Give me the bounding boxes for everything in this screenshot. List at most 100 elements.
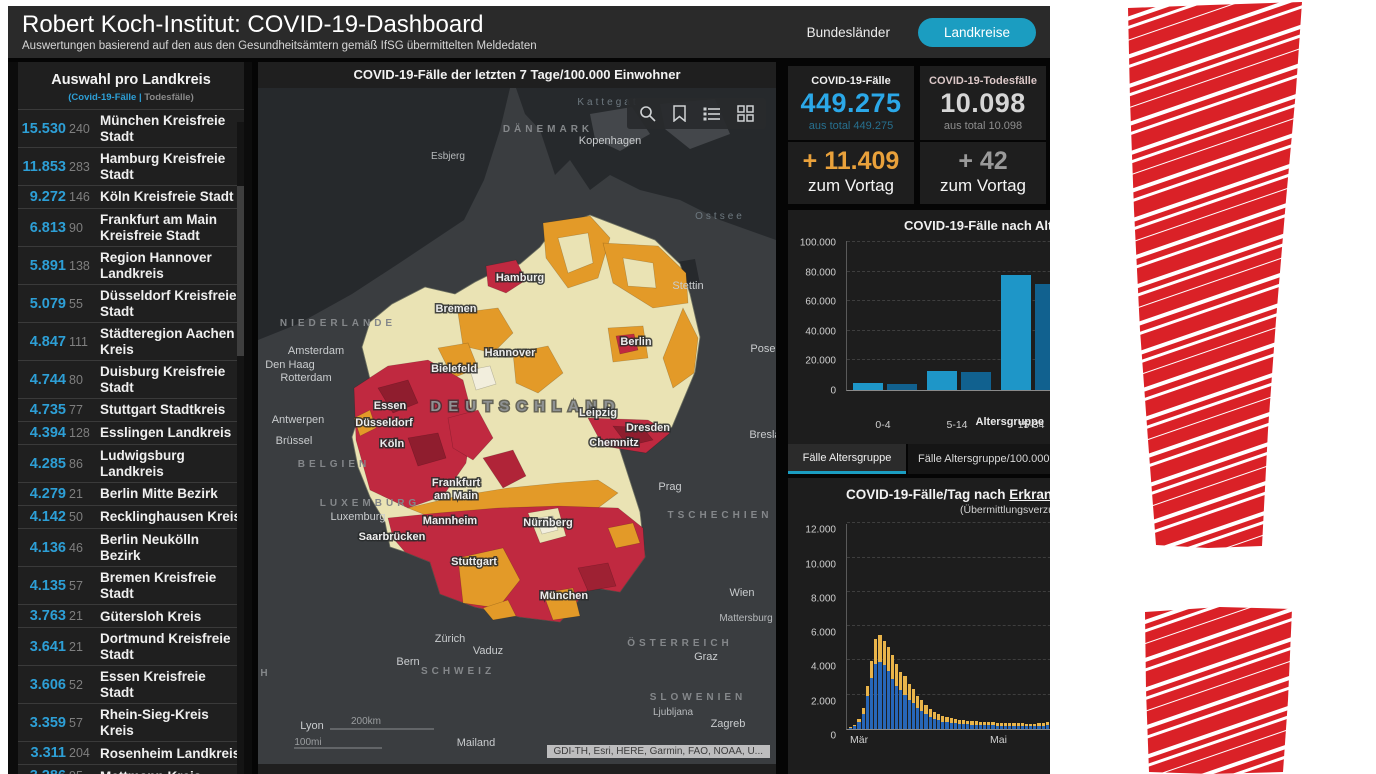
landkreis-row[interactable]: 5.079 55 Düsseldorf Kreisfreie Stadt xyxy=(18,284,244,322)
daily-bar[interactable] xyxy=(869,661,874,729)
daily-bar[interactable] xyxy=(932,711,936,729)
age-bar-0-4-light_blue[interactable] xyxy=(853,382,883,390)
map-toolbar xyxy=(627,98,766,129)
row-deaths: 21 xyxy=(69,609,83,624)
daily-bar[interactable] xyxy=(978,721,982,729)
daily-bar[interactable] xyxy=(890,655,895,729)
daily-bar[interactable] xyxy=(974,721,978,729)
nav-landkreise[interactable]: Landkreise xyxy=(917,17,1036,47)
daily-bar[interactable] xyxy=(924,704,928,729)
daily-bar[interactable] xyxy=(953,719,957,729)
daily-bar[interactable] xyxy=(907,683,911,729)
daily-bar[interactable] xyxy=(1003,722,1008,729)
daily-bar[interactable] xyxy=(999,722,1003,729)
age-bar-5-14-dark_blue[interactable] xyxy=(961,371,991,390)
landkreis-row[interactable]: 3.606 52 Essen Kreisfreie Stadt xyxy=(18,665,244,703)
germany-map[interactable]: Kattegat DÄNEMARK Kopenhagen Esbjerg Ostsee H… xyxy=(258,88,776,764)
row-name: Bremen Kreisfreie Stadt xyxy=(100,570,217,601)
daily-bar[interactable] xyxy=(941,715,945,729)
landkreis-row[interactable]: 4.285 86 Ludwigsburg Landkreis xyxy=(18,444,244,482)
daily-bar-blue xyxy=(978,724,982,729)
daily-bar[interactable] xyxy=(1041,722,1045,729)
daily-bar[interactable] xyxy=(928,708,932,729)
age-bar-15-34-dark_blue[interactable] xyxy=(1035,284,1050,390)
landkreis-row[interactable]: 9.272 146 Köln Kreisfreie Stadt xyxy=(18,185,244,208)
daily-bar[interactable] xyxy=(1008,723,1012,729)
daily-bar[interactable] xyxy=(911,689,915,729)
age-chart-xaxis-label: Altersgruppe xyxy=(975,416,1044,428)
landkreis-row[interactable]: 4.847 111 Städteregion Aachen Kreis xyxy=(18,322,244,360)
right-column: COVID-19-Fälle 449.275 aus total 449.275… xyxy=(780,62,1050,774)
daily-bar[interactable] xyxy=(1045,722,1049,729)
landkreis-row[interactable]: 3.641 21 Dortmund Kreisfreie Stadt xyxy=(18,627,244,665)
bookmark-icon[interactable] xyxy=(672,105,687,122)
landkreis-row[interactable]: 3.28695Mettmann Kreis xyxy=(18,764,244,774)
daily-bar[interactable] xyxy=(857,719,861,729)
map-label: Nürnberg xyxy=(523,517,573,529)
legend-list-icon[interactable] xyxy=(703,106,721,122)
daily-title-link[interactable]: Erkrankung xyxy=(1009,487,1050,502)
daily-bar[interactable] xyxy=(945,717,949,729)
map-label: Chemnitz xyxy=(589,437,639,449)
row-deaths: 21 xyxy=(69,639,83,654)
basemap-qr-icon[interactable] xyxy=(737,105,754,122)
daily-bar[interactable] xyxy=(983,721,987,729)
landkreis-row[interactable]: 5.891 138 Region Hannover Landkreis xyxy=(18,246,244,284)
daily-bar[interactable] xyxy=(920,700,924,729)
daily-bar[interactable] xyxy=(874,638,878,729)
daily-bar[interactable] xyxy=(936,714,941,729)
daily-bar[interactable] xyxy=(1037,723,1041,729)
daily-bar[interactable] xyxy=(1016,723,1020,729)
tab-faelle-altersgruppe-100k[interactable]: Fälle Altersgruppe/100.000 E xyxy=(906,444,1050,474)
daily-bar[interactable] xyxy=(916,695,920,729)
daily-bar[interactable] xyxy=(849,727,853,729)
landkreis-row[interactable]: 3.763 21 Gütersloh Kreis xyxy=(18,604,244,627)
landkreis-row[interactable]: 4.136 46 Berlin Neukölln Bezirk xyxy=(18,528,244,566)
landkreis-row[interactable]: 4.279 21 Berlin Mitte Bezirk xyxy=(18,482,244,505)
landkreis-row[interactable]: 4.735 77 Stuttgart Stadtkreis xyxy=(18,398,244,421)
daily-bar[interactable] xyxy=(903,675,907,729)
daily-bar[interactable] xyxy=(991,722,995,729)
daily-bar[interactable] xyxy=(1012,723,1016,729)
landkreis-row[interactable]: 11.853 283 Hamburg Kreisfreie Stadt xyxy=(18,147,244,185)
daily-bar-blue xyxy=(1045,725,1049,729)
daily-bar[interactable] xyxy=(882,640,886,729)
landkreis-row[interactable]: 4.744 80 Duisburg Kreisfreie Stadt xyxy=(18,360,244,398)
daily-bar[interactable] xyxy=(966,720,970,729)
daily-bar-yellow xyxy=(865,686,869,697)
daily-bar[interactable] xyxy=(1024,723,1029,729)
daily-bar[interactable] xyxy=(957,719,962,729)
daily-bar[interactable] xyxy=(995,722,999,729)
landkreis-row[interactable]: 4.142 50 Recklinghausen Kreis xyxy=(18,505,244,528)
row-cases: 3.286 xyxy=(18,768,66,774)
sidebar-scrollbar[interactable] xyxy=(237,122,244,774)
daily-bar[interactable] xyxy=(878,634,882,729)
daily-bar[interactable] xyxy=(1033,723,1037,729)
landkreis-row[interactable]: 15.530 240 München Kreisfreie Stadt xyxy=(18,109,244,147)
age-bar-15-34-light_blue[interactable] xyxy=(1001,275,1031,390)
daily-bar[interactable] xyxy=(899,671,903,729)
daily-bar[interactable] xyxy=(987,722,991,729)
tab-faelle-altersgruppe[interactable]: Fälle Altersgruppe xyxy=(788,444,906,474)
landkreis-row[interactable]: 3.359 57 Rhein-Sieg-Kreis Kreis xyxy=(18,703,244,741)
daily-bar[interactable] xyxy=(861,708,865,729)
daily-bar[interactable] xyxy=(865,686,869,729)
age-bar-5-14-light_blue[interactable] xyxy=(927,370,957,390)
daily-bar[interactable] xyxy=(970,721,974,729)
landkreis-row[interactable]: 6.813 90 Frankfurt am Main Kreisfreie Stad… xyxy=(18,208,244,246)
daily-bar[interactable] xyxy=(895,663,899,729)
age-bar-0-4-dark_blue[interactable] xyxy=(887,383,917,390)
daily-bar[interactable] xyxy=(886,647,890,729)
landkreis-row[interactable]: 4.135 57 Bremen Kreisfreie Stadt xyxy=(18,566,244,604)
scrollbar-thumb[interactable] xyxy=(237,186,244,356)
daily-bar[interactable] xyxy=(1020,723,1024,729)
nav-bundeslaender[interactable]: Bundesländer xyxy=(806,24,890,40)
landkreis-row[interactable]: 4.394 128 Esslingen Landkreis xyxy=(18,421,244,444)
landkreis-row[interactable]: 3.311 204 Rosenheim Landkreis xyxy=(18,741,244,764)
daily-chart-subtitle: (Übermittlungsverzug xyxy=(960,504,1050,516)
daily-bar[interactable] xyxy=(962,720,966,729)
search-icon[interactable] xyxy=(639,105,656,122)
daily-bar[interactable] xyxy=(949,718,953,729)
daily-bar[interactable] xyxy=(1029,723,1033,729)
daily-bar[interactable] xyxy=(853,725,857,729)
